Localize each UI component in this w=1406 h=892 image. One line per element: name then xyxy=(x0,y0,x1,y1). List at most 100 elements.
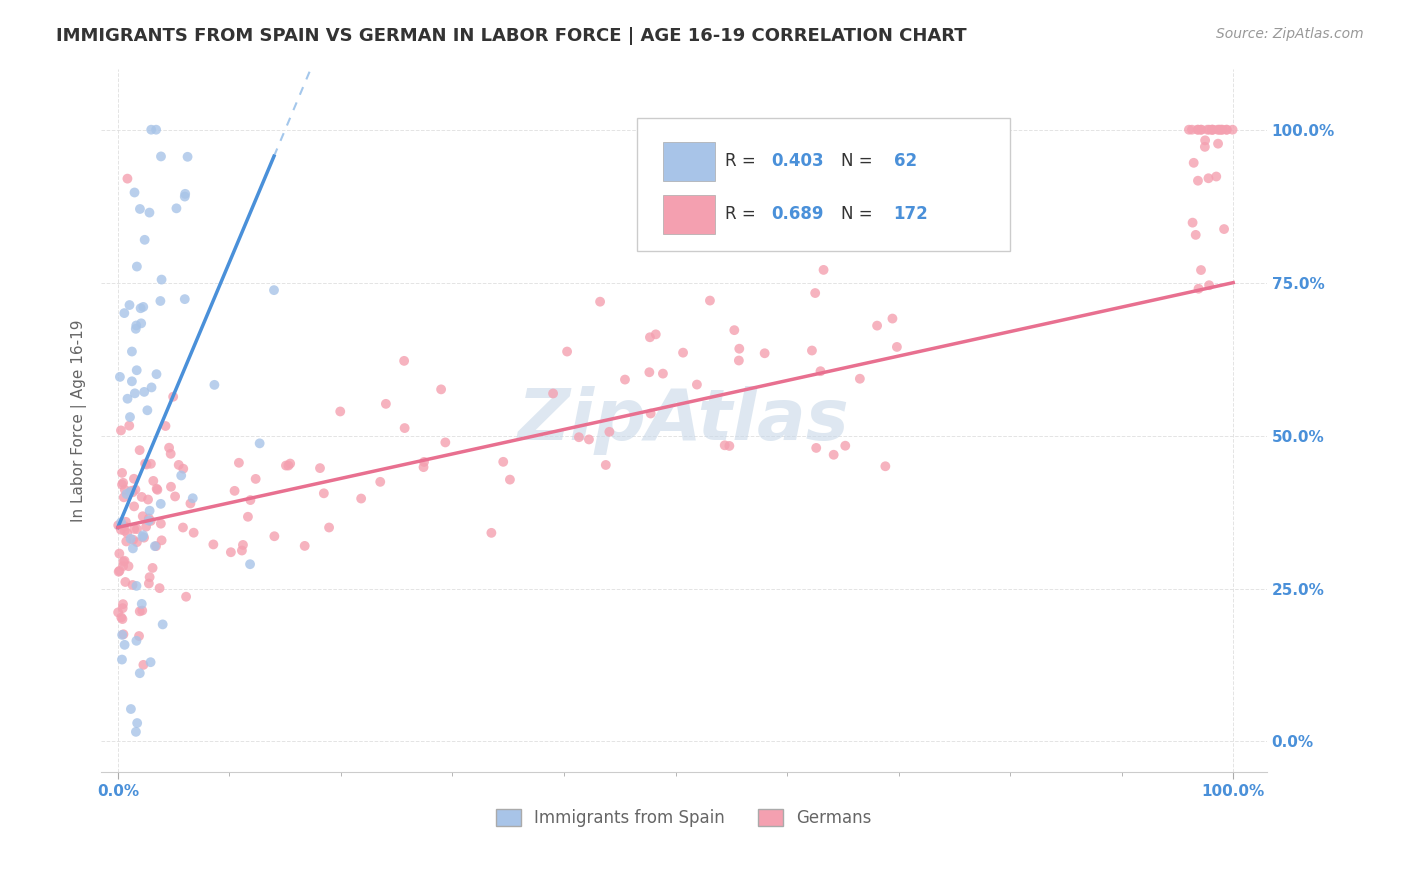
Germans xyxy=(111,466,134,480)
Immigrants from Spain xyxy=(118,410,141,425)
Germans xyxy=(412,460,434,475)
Germans xyxy=(555,344,578,359)
Germans xyxy=(1198,122,1220,136)
Germans xyxy=(114,483,136,497)
Germans xyxy=(1206,122,1229,136)
Germans xyxy=(122,472,145,486)
Germans xyxy=(157,441,180,455)
Text: 0.689: 0.689 xyxy=(772,205,824,223)
Germans xyxy=(1209,122,1232,136)
Germans xyxy=(672,345,695,359)
Germans xyxy=(124,483,146,497)
Germans xyxy=(149,581,172,595)
Bar xyxy=(662,143,716,181)
Immigrants from Spain xyxy=(117,392,139,406)
Immigrants from Spain xyxy=(127,716,149,731)
Germans xyxy=(132,657,155,672)
Germans xyxy=(121,485,143,500)
Text: 0.403: 0.403 xyxy=(772,153,824,170)
Immigrants from Spain xyxy=(170,468,193,483)
Germans xyxy=(309,461,332,475)
Germans xyxy=(236,509,259,524)
Immigrants from Spain xyxy=(112,306,135,320)
Germans xyxy=(1213,222,1236,236)
Germans xyxy=(159,447,181,461)
Germans xyxy=(139,514,162,528)
Germans xyxy=(107,518,129,533)
Germans xyxy=(686,377,709,392)
Germans xyxy=(132,509,155,524)
Germans xyxy=(1206,136,1229,151)
Immigrants from Spain xyxy=(120,532,142,546)
Immigrants from Spain xyxy=(125,322,148,336)
Immigrants from Spain xyxy=(152,617,174,632)
Germans xyxy=(277,458,299,473)
Germans xyxy=(638,365,661,379)
Text: R =: R = xyxy=(724,153,761,170)
Immigrants from Spain xyxy=(141,380,163,394)
Germans xyxy=(834,439,856,453)
Germans xyxy=(228,456,250,470)
Immigrants from Spain xyxy=(110,516,132,530)
Germans xyxy=(108,547,131,561)
Germans xyxy=(595,458,617,472)
Germans xyxy=(1181,122,1204,136)
Germans xyxy=(135,458,157,472)
Germans xyxy=(350,491,373,506)
Germans xyxy=(179,496,201,510)
Germans xyxy=(138,576,160,591)
Germans xyxy=(804,286,827,301)
Germans xyxy=(638,330,661,344)
Germans xyxy=(142,474,165,488)
Germans xyxy=(231,543,253,558)
Germans xyxy=(122,522,145,536)
Germans xyxy=(135,519,157,533)
FancyBboxPatch shape xyxy=(637,118,1011,252)
Germans xyxy=(1205,169,1227,184)
Immigrants from Spain xyxy=(111,628,134,642)
Immigrants from Spain xyxy=(129,202,152,216)
Germans xyxy=(1194,133,1216,147)
Immigrants from Spain xyxy=(136,403,159,417)
Germans xyxy=(131,490,153,504)
Germans xyxy=(1201,122,1223,136)
Immigrants from Spain xyxy=(125,724,148,739)
Germans xyxy=(115,526,138,541)
Immigrants from Spain xyxy=(141,122,163,136)
Immigrants from Spain xyxy=(122,541,145,556)
Germans xyxy=(132,531,155,545)
Germans xyxy=(728,342,751,356)
Germans xyxy=(111,612,134,626)
Immigrants from Spain xyxy=(150,272,173,286)
Immigrants from Spain xyxy=(125,260,148,274)
Germans xyxy=(810,364,832,378)
Immigrants from Spain xyxy=(138,514,160,528)
Germans xyxy=(115,515,138,529)
Germans xyxy=(1194,140,1216,154)
Germans xyxy=(541,386,564,401)
Germans xyxy=(882,311,904,326)
Germans xyxy=(1197,122,1219,136)
Immigrants from Spain xyxy=(131,597,153,611)
Immigrants from Spain xyxy=(125,363,148,377)
Germans xyxy=(114,524,136,538)
Germans xyxy=(149,516,172,531)
Immigrants from Spain xyxy=(149,497,172,511)
Text: 62: 62 xyxy=(894,153,917,170)
Immigrants from Spain xyxy=(165,202,187,216)
Germans xyxy=(430,383,453,397)
Germans xyxy=(713,438,735,452)
Germans xyxy=(142,561,165,575)
Germans xyxy=(232,538,254,552)
Germans xyxy=(138,511,160,525)
Germans xyxy=(568,430,591,444)
Germans xyxy=(392,354,415,368)
Germans xyxy=(368,475,391,489)
Immigrants from Spain xyxy=(118,298,141,312)
Germans xyxy=(110,523,132,537)
Germans xyxy=(1215,122,1237,136)
Germans xyxy=(374,397,396,411)
Germans xyxy=(1189,122,1212,136)
Germans xyxy=(394,421,416,435)
Text: N =: N = xyxy=(841,153,879,170)
